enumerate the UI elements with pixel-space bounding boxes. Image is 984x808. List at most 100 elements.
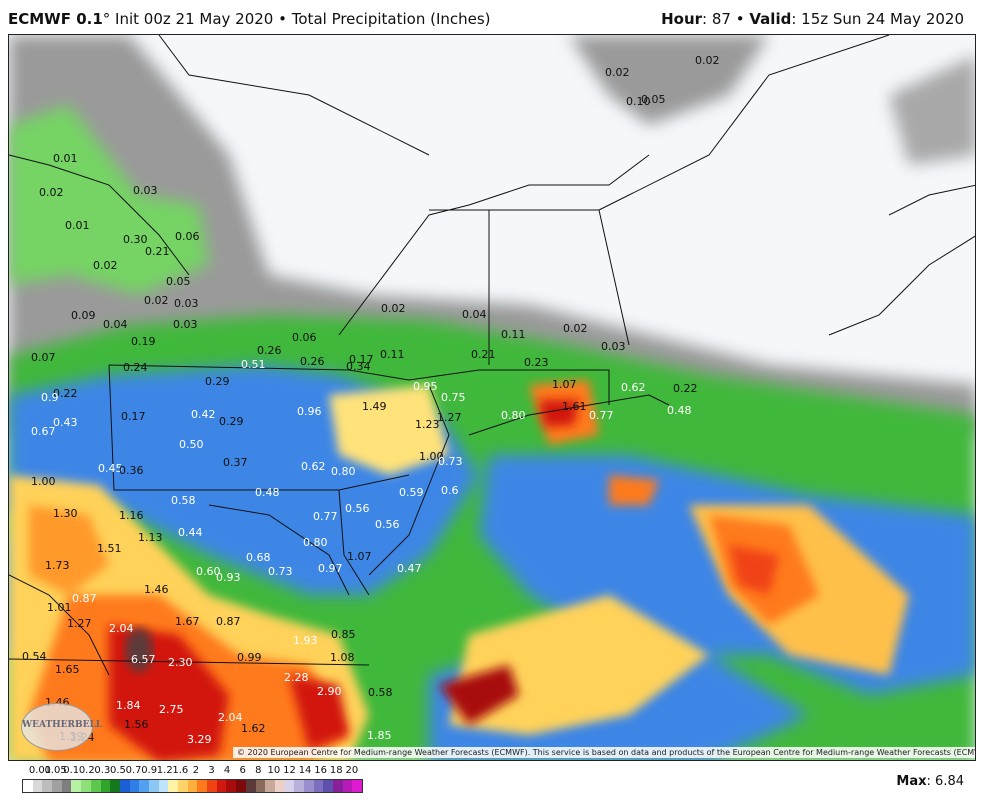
precip-value-label: 1.27 — [67, 617, 92, 630]
legend-swatch — [197, 780, 208, 792]
precip-value-label: 0.05 — [641, 93, 666, 106]
legend-swatch — [274, 780, 285, 792]
legend-swatch — [100, 780, 111, 792]
precip-value-label: 1.49 — [362, 400, 387, 413]
legend-swatch — [226, 780, 237, 792]
precip-value-label: 1.00 — [419, 450, 444, 463]
separator: • — [735, 10, 745, 28]
precip-value-label: 0.17 — [349, 353, 374, 366]
legend-swatch — [187, 780, 198, 792]
precip-value-label: 0.54 — [22, 650, 47, 663]
precip-value-label: 0.96 — [297, 405, 322, 418]
precip-value-label: 0.04 — [103, 318, 128, 331]
legend-swatch — [255, 780, 266, 792]
model-title: ECMWF 0.1° Init 00z 21 May 2020 • Total … — [8, 10, 491, 28]
precip-value-label: 0.87 — [72, 592, 97, 605]
precip-value-label: 0.51 — [241, 358, 266, 371]
precip-value-label: 0.45 — [98, 462, 123, 475]
precip-value-label: 0.62 — [301, 460, 326, 473]
precip-value-label: 1.01 — [47, 601, 72, 614]
precip-value-label: 0.34 — [346, 360, 371, 373]
precip-value-label: 1.84 — [116, 699, 141, 712]
precip-value-label: 1.51 — [97, 542, 122, 555]
precip-value-label: 0.22 — [673, 382, 698, 395]
precip-value-label: 0.9 — [41, 391, 59, 404]
precip-value-label: 0.11 — [380, 348, 405, 361]
legend-swatch — [323, 780, 333, 792]
valid-value: : 15z Sun 24 May 2020 — [791, 10, 964, 28]
precip-value-label: 0.60 — [196, 565, 221, 578]
precip-value-label: 0.87 — [216, 615, 241, 628]
precip-value-label: 0.85 — [331, 628, 356, 641]
precip-value-label: 0.30 — [123, 233, 148, 246]
precip-value-label: 0.56 — [345, 502, 370, 515]
precip-value-label: 0.95 — [413, 380, 438, 393]
precip-value-label: 0.26 — [257, 344, 282, 357]
precip-value-label: 0.02 — [605, 66, 630, 79]
precipitation-map: 0.02 0.02 0.10 0.05 0.01 0.02 0.03 0.01 0.30 0.21… — [8, 34, 976, 761]
product-name: Total Precipitation (Inches) — [291, 10, 491, 28]
precip-value-label: 1.93 — [293, 634, 318, 647]
precip-value-label: 0.50 — [179, 438, 204, 451]
precip-value-label: 2.04 — [218, 711, 243, 724]
precip-value-label: 0.02 — [381, 302, 406, 315]
legend-swatch — [32, 780, 43, 792]
legend-swatch — [61, 780, 72, 792]
precip-value-label: 2.90 — [317, 685, 342, 698]
legend-swatch — [265, 780, 275, 792]
precip-value-label: 0.04 — [462, 308, 487, 321]
precip-value-label: 0.01 — [53, 152, 78, 165]
precip-value-label: 1.67 — [175, 615, 200, 628]
precip-value-label: 0.59 — [399, 486, 424, 499]
model-name: ECMWF 0.1 — [8, 10, 103, 28]
legend-swatch — [342, 780, 353, 792]
precip-value-label: 0.26 — [300, 355, 325, 368]
precip-value-label: 0.10 — [626, 95, 651, 108]
precip-value-label: 0.80 — [303, 536, 328, 549]
legend-swatch — [216, 780, 227, 792]
precip-value-label: 1.62 — [241, 722, 266, 735]
legend-swatch — [158, 780, 169, 792]
weatherbell-logo: WEATHERBELL — [21, 703, 102, 751]
precip-value-label: 1.56 — [124, 718, 149, 731]
precip-value-label: 0.56 — [375, 518, 400, 531]
precip-value-label: 0.97 — [318, 562, 343, 575]
precip-value-label: 0.03 — [601, 340, 626, 353]
legend-tick: 1.6 — [172, 765, 189, 776]
precip-value-label: 0.36 — [119, 464, 144, 477]
precip-value-label: 0.02 — [695, 54, 720, 67]
precip-value-label: 0.23 — [524, 356, 549, 369]
hour-label: Hour — [661, 10, 703, 28]
precip-value-label: 0.06 — [175, 230, 200, 243]
precip-value-label: 0.11 — [501, 328, 526, 341]
precip-value-label: 0.58 — [368, 686, 393, 699]
precip-value-label: 0.19 — [131, 335, 156, 348]
precip-value-label: 0.6 — [441, 484, 459, 497]
legend-swatch — [129, 780, 140, 792]
degree-symbol: ° — [102, 10, 111, 28]
separator: • — [278, 10, 287, 28]
political-boundaries — [9, 35, 975, 676]
precip-value-label: 2.30 — [168, 656, 193, 669]
precip-value-label: 0.73 — [268, 565, 293, 578]
valid-info: Hour: 87 • Valid: 15z Sun 24 May 2020 — [661, 10, 964, 28]
legend-tick: 10 — [267, 765, 281, 776]
precip-value-label: 0.03 — [173, 318, 198, 331]
precip-value-label: 0.42 — [191, 408, 216, 421]
precip-value-label: 2.04 — [109, 622, 134, 635]
legend-swatch — [236, 780, 246, 792]
precip-value-label: 0.21 — [145, 245, 170, 258]
precip-value-label: 2.28 — [284, 671, 309, 684]
precip-value-label: 0.24 — [123, 361, 148, 374]
precip-value-label: 0.73 — [438, 455, 463, 468]
legend-tick: 0.7 — [125, 765, 142, 776]
precip-value-label: 0.02 — [93, 259, 118, 272]
legend-swatch — [313, 780, 324, 792]
precip-value-label: 1.07 — [552, 378, 577, 391]
precip-value-label: 1.08 — [330, 651, 355, 664]
precip-value-label: 0.80 — [501, 409, 526, 422]
precip-value-label: 0.02 — [563, 322, 588, 335]
precip-value-label: 0.77 — [313, 510, 338, 523]
hour-value: : 87 — [702, 10, 731, 28]
max-label: Max — [896, 774, 927, 789]
